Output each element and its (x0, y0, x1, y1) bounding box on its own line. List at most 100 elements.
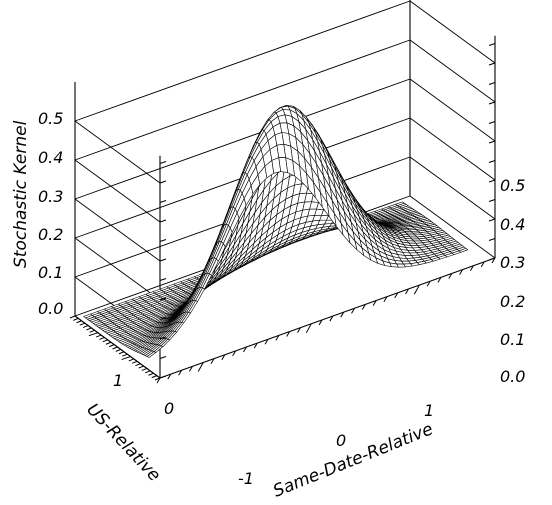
z-right-tick (488, 199, 496, 202)
x-tick (361, 304, 366, 310)
left-gridline (74, 120, 161, 184)
z-left-tick (159, 219, 167, 223)
surface-mesh (83, 105, 469, 358)
y-tick (145, 370, 151, 374)
y-tick (73, 317, 79, 321)
z-left-tick-label: 0.0 (38, 299, 63, 318)
x-axis-line (159, 257, 496, 379)
axes (69, 43, 496, 384)
x-tick (264, 339, 269, 345)
back-gridline (74, 78, 411, 200)
x-tick (297, 327, 301, 333)
z-axis-label: Stochastic Kernel (11, 120, 31, 268)
y-tick (128, 358, 135, 362)
right-gridline (409, 78, 496, 142)
z-right-tick (488, 257, 496, 261)
z-left-tick-label: 0.4 (38, 148, 63, 167)
z-left-tick (159, 200, 167, 203)
y-tick (86, 327, 92, 331)
x-tick (221, 354, 226, 361)
x-tick (351, 308, 355, 314)
y-tick (88, 332, 99, 337)
x-tick (405, 288, 409, 295)
z-left-tick-label: 0.5 (38, 109, 63, 128)
z-left-tick-label: 0.1 (38, 263, 63, 282)
x-tick (156, 377, 161, 384)
y-tick (118, 351, 125, 355)
z-right-tick-label: 0.0 (500, 367, 525, 386)
x-tick (491, 257, 496, 264)
x-tick (426, 280, 431, 287)
right-gridline (409, 0, 496, 64)
z-right-tick (488, 140, 496, 144)
y-tick (122, 353, 128, 357)
z-right-tick (488, 160, 496, 163)
z-left-tick (159, 336, 167, 340)
x-tick (383, 296, 388, 302)
z-right-tick (488, 179, 496, 183)
z-right-tick-label: 0.3 (500, 253, 525, 272)
z-left-tick (159, 239, 167, 242)
x-tick (448, 273, 453, 279)
z-right-tick (488, 238, 496, 241)
z-right-tick-label: 0.2 (500, 292, 525, 311)
y-tick (141, 367, 148, 371)
x-tick-label: 0 (336, 431, 346, 450)
right-gridline (409, 39, 496, 103)
x-tick (253, 342, 258, 349)
x-tick (305, 323, 312, 334)
y-tick (76, 320, 82, 324)
z-right-tick (488, 43, 496, 46)
y-tick (105, 341, 112, 345)
z-left-tick (159, 375, 167, 379)
y-axis-label: US-Relative (82, 400, 164, 486)
x-tick (197, 362, 204, 372)
surface-cell (458, 248, 469, 253)
x-tick (437, 277, 442, 283)
x-tick (329, 315, 334, 322)
z-axis-right-ticks: 0.0 0.1 0.2 0.3 0.4 0.5 (500, 176, 525, 386)
x-tick (178, 370, 183, 376)
z-right-tick (488, 62, 496, 66)
y-tick-label: 1 (113, 371, 123, 390)
y-tick (109, 344, 115, 348)
y-axis-ticks: 0 1 (113, 371, 174, 418)
y-tick (135, 363, 141, 367)
x-tick (188, 366, 193, 372)
y-tick (148, 372, 154, 376)
x-axis-ticks: -1 0 1 (238, 401, 434, 488)
x-tick (340, 311, 345, 318)
left-gridline (74, 159, 161, 223)
left-gridline (74, 237, 161, 301)
x-tick-label: 1 (424, 401, 434, 420)
z-left-tick (159, 180, 167, 184)
y-tick (131, 360, 138, 364)
z-left-tick (159, 161, 167, 164)
z-left-tick (159, 258, 167, 262)
z-right-tick-label: 0.4 (500, 215, 525, 234)
y-tick (95, 334, 102, 338)
y-tick (102, 339, 108, 343)
z-right-tick-label: 0.1 (500, 330, 525, 349)
x-tick (318, 319, 323, 326)
y-tick (69, 315, 76, 319)
y-tick (99, 336, 105, 340)
y-tick (138, 365, 144, 369)
right-gridline (409, 195, 496, 259)
back-gridline (74, 39, 411, 161)
x-tick (210, 358, 215, 364)
z-left-tick-label: 0.3 (38, 187, 63, 206)
x-tick (394, 292, 399, 299)
right-gridline (409, 117, 496, 181)
x-tick (469, 265, 474, 271)
y-tick (154, 377, 161, 381)
z-right-tick (488, 218, 496, 222)
x-tick (459, 269, 464, 275)
y-tick (121, 356, 131, 361)
left-gridline (74, 198, 161, 262)
y-tick (151, 375, 157, 379)
back-gridline (74, 0, 411, 122)
z-left-tick (159, 356, 167, 359)
x-tick-label: -1 (238, 469, 254, 488)
x-tick (480, 261, 485, 268)
